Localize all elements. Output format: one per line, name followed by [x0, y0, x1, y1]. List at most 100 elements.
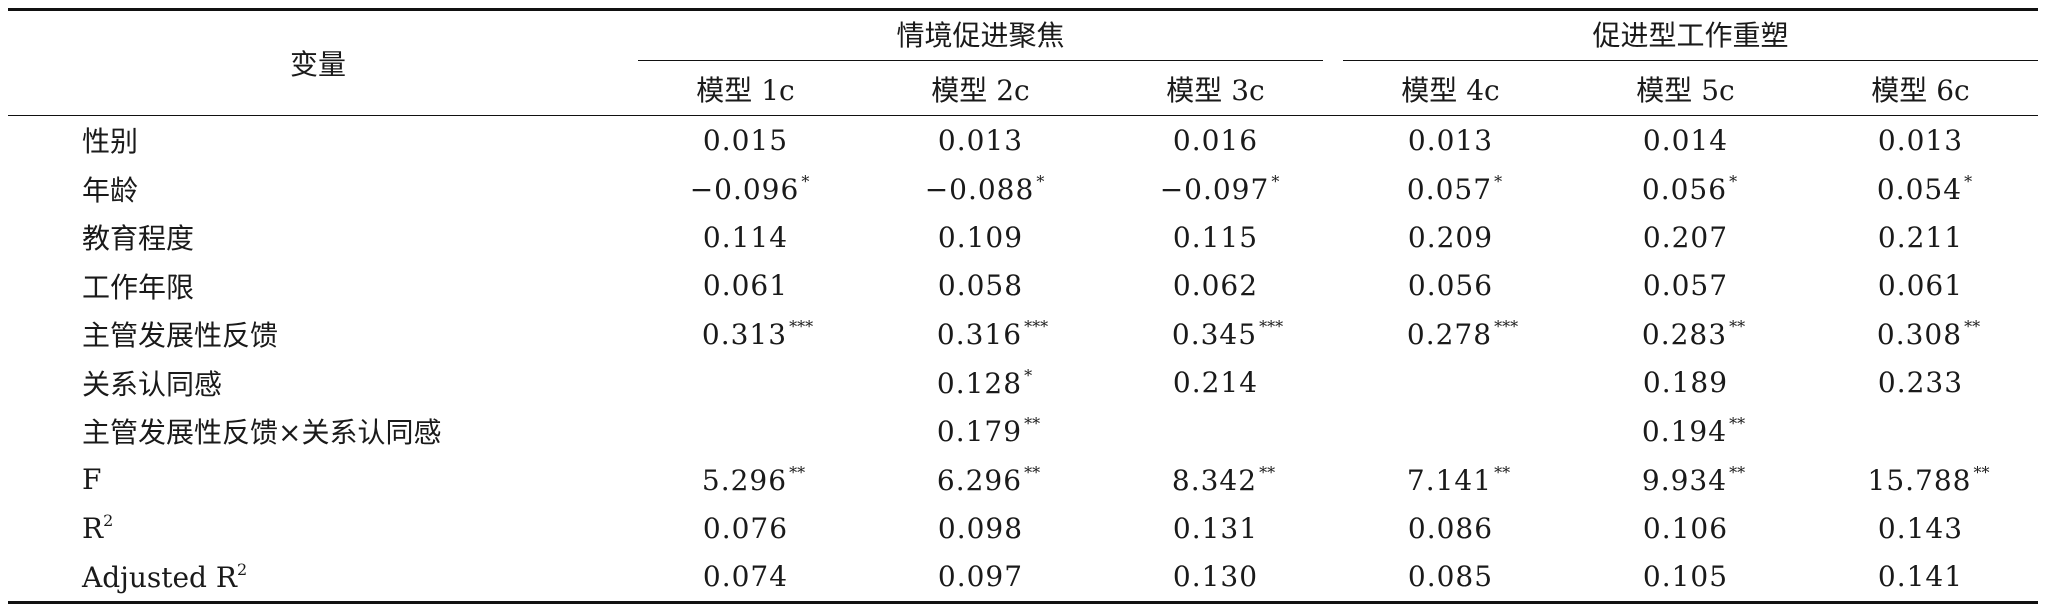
cell-value: −0.088	[924, 172, 1035, 206]
cell-value: 0.085	[1407, 560, 1494, 594]
cell-value: 0.128	[936, 366, 1023, 400]
table-cell: −0.097 *	[1159, 171, 1280, 206]
table-cell: 6.296 **	[936, 462, 1041, 497]
cell-value: 0.209	[1407, 220, 1494, 254]
regression-table-container: 变量 情境促进聚焦 促进型工作重塑 模型 1c 模型 2c 模型 3c 模型 4…	[8, 8, 2038, 604]
cell-value: −0.097	[1159, 172, 1270, 206]
table-cell: 0.114	[628, 213, 863, 262]
cell-value: 0.054	[1876, 172, 1963, 206]
cell-value: 0.345	[1171, 318, 1258, 352]
table-cell: 8.342 **	[1171, 462, 1276, 497]
cell-value: 0.207	[1642, 220, 1729, 254]
table-cell: 0.106	[1568, 504, 1803, 553]
table-cell: 0.278 ***	[1406, 317, 1519, 352]
cell-value: 0.074	[702, 560, 789, 594]
row-label: R2	[8, 504, 628, 553]
cell-value: 7.141	[1406, 463, 1493, 497]
variable-header: 变量	[8, 8, 628, 116]
group-header-2: 促进型工作重塑	[1333, 8, 2038, 63]
cell-value: 6.296	[936, 463, 1023, 497]
table-row: 年龄 −0.096 * −0.088 * −0.097 * 0.057 * 0.056 * 0.054…	[8, 165, 2038, 214]
cell-value: 0.062	[1172, 269, 1259, 303]
table-cell: 0.015	[628, 116, 863, 165]
table-cell: 0.143	[1803, 504, 2038, 553]
table-cell: 0.061	[1803, 262, 2038, 311]
table-cell: 0.054 *	[1876, 171, 1973, 206]
table-cell: 0.062	[1098, 262, 1333, 311]
cell-value: 9.934	[1641, 463, 1728, 497]
table-cell: 15.788 **	[1867, 462, 1990, 497]
table-row: R2 0.076 0.098 0.131 0.086 0.106 0.143	[8, 504, 2038, 553]
cell-value: 0.114	[702, 220, 789, 254]
cell-value: 15.788	[1867, 463, 1972, 497]
table-cell: 0.115	[1098, 213, 1333, 262]
cell-value: 0.076	[702, 511, 789, 545]
row-label: 关系认同感	[8, 359, 628, 408]
row-label-text: 关系认同感	[82, 367, 223, 401]
table-cell: 0.056 *	[1641, 171, 1738, 206]
table-cell	[1333, 359, 1568, 408]
table-cell: 0.316 ***	[936, 317, 1049, 352]
table-cell: 0.057	[1568, 262, 1803, 311]
table-cell	[1803, 407, 2038, 456]
cell-value: 0.316	[936, 318, 1023, 352]
table-cell: 0.207	[1568, 213, 1803, 262]
cell-value: 0.098	[937, 511, 1024, 545]
table-row: F 5.296 ** 6.296 ** 8.342 ** 7.141 ** 9.934 ** 15.7…	[8, 456, 2038, 505]
cell-value: 0.056	[1407, 269, 1494, 303]
cell-value: 8.342	[1171, 463, 1258, 497]
cell-value: 0.097	[937, 560, 1024, 594]
table-cell: 0.128 *	[936, 365, 1033, 400]
cell-value: 0.014	[1642, 123, 1729, 157]
row-label-text: 工作年限	[82, 270, 195, 304]
table-cell: 0.308 **	[1876, 317, 1981, 352]
cell-value: 0.313	[701, 318, 788, 352]
table-header: 变量 情境促进聚焦 促进型工作重塑 模型 1c 模型 2c 模型 3c 模型 4…	[8, 8, 2038, 116]
table-row: 主管发展性反馈×关系认同感 0.179 ** 0.194 **	[8, 407, 2038, 456]
group-label-2: 促进型工作重塑	[1592, 18, 1789, 52]
table-row: Adjusted R2 0.074 0.097 0.130 0.085 0.105 0.14…	[8, 552, 2038, 604]
model-header-6c: 模型 6c	[1803, 63, 2038, 116]
table-cell: 0.098	[863, 504, 1098, 553]
table-cell: 0.105	[1568, 552, 1803, 604]
table-cell: 9.934 **	[1641, 462, 1746, 497]
table-cell: 0.189	[1568, 359, 1803, 408]
table-cell: 0.056	[1333, 262, 1568, 311]
cell-value: 0.013	[1407, 123, 1494, 157]
table-row: 主管发展性反馈 0.313 *** 0.316 *** 0.345 *** 0.278 *** 0…	[8, 310, 2038, 359]
table-body: 性别 0.015 0.013 0.016 0.013 0.014 0.013 年龄 −0.096…	[8, 116, 2038, 604]
cell-value: 0.283	[1641, 318, 1728, 352]
table-cell: 0.014	[1568, 116, 1803, 165]
cell-value: 0.105	[1642, 560, 1729, 594]
row-label-text: Adjusted R	[82, 560, 237, 594]
table-cell	[628, 359, 863, 408]
cell-value: 0.308	[1876, 318, 1963, 352]
cell-value: 0.194	[1641, 415, 1728, 449]
cell-value: 0.115	[1172, 220, 1259, 254]
table-cell: 0.233	[1803, 359, 2038, 408]
table-cell: 0.061	[628, 262, 863, 311]
cell-value: 0.058	[937, 269, 1024, 303]
cell-value: 0.057	[1642, 269, 1729, 303]
table-cell: 0.194 **	[1641, 414, 1746, 449]
cell-value: 0.189	[1642, 366, 1729, 400]
table-row: 教育程度 0.114 0.109 0.115 0.209 0.207 0.211	[8, 213, 2038, 262]
table-cell: 0.074	[628, 552, 863, 604]
table-cell: 0.016	[1098, 116, 1333, 165]
table-cell: 0.211	[1803, 213, 2038, 262]
table-cell: −0.088 *	[924, 171, 1045, 206]
row-label-text: 主管发展性反馈×关系认同感	[82, 416, 442, 450]
cell-value: 0.109	[937, 220, 1024, 254]
table-cell: 5.296 **	[701, 462, 806, 497]
table-cell: 0.141	[1803, 552, 2038, 604]
table-row: 工作年限 0.061 0.058 0.062 0.056 0.057 0.061	[8, 262, 2038, 311]
table-cell: 0.013	[1803, 116, 2038, 165]
cell-value: 0.211	[1877, 220, 1964, 254]
table-cell: 0.283 **	[1641, 317, 1746, 352]
table-cell: −0.096 *	[689, 171, 810, 206]
table-cell	[1098, 407, 1333, 456]
cell-value: 0.214	[1172, 366, 1259, 400]
table-cell	[1333, 407, 1568, 456]
group-label-1: 情境促进聚焦	[896, 18, 1065, 52]
model-header-4c: 模型 4c	[1333, 63, 1568, 116]
